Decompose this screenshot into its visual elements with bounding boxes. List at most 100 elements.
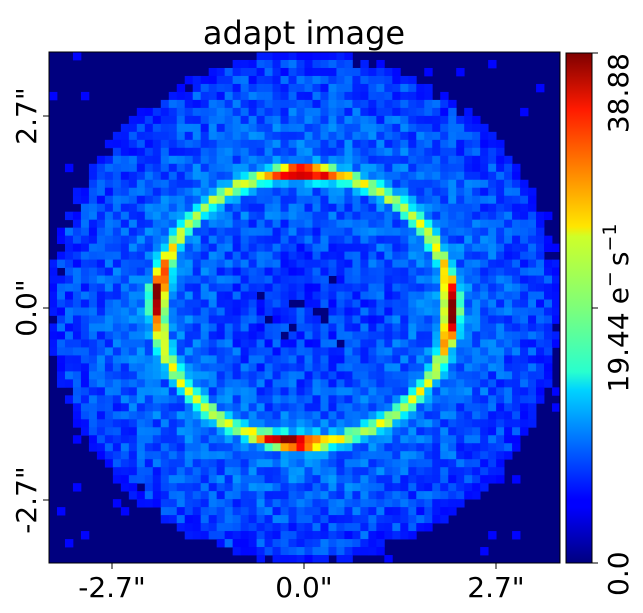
heatmap-cell — [344, 291, 353, 300]
heatmap-cell — [296, 155, 305, 165]
heatmap-cell — [304, 275, 313, 284]
heatmap-cell — [432, 347, 441, 356]
heatmap-cell — [136, 459, 146, 468]
heatmap-cell — [168, 243, 178, 253]
heatmap-cell — [408, 299, 417, 308]
heatmap-cell — [240, 507, 250, 516]
heatmap-cell — [328, 219, 337, 229]
heatmap-cell — [376, 131, 385, 141]
heatmap-cell — [320, 83, 329, 93]
heatmap-cell — [112, 163, 122, 173]
heatmap-cell — [320, 523, 329, 532]
heatmap-cell — [256, 75, 265, 85]
heatmap-cell — [216, 123, 226, 133]
heatmap-cell — [144, 331, 154, 340]
heatmap-cell — [344, 243, 353, 253]
heatmap-cell — [232, 147, 242, 157]
heatmap-cell — [296, 555, 305, 564]
heatmap-cell — [520, 299, 529, 308]
heatmap-cell — [240, 59, 250, 69]
heatmap-cell — [344, 83, 353, 93]
heatmap-cell — [392, 235, 401, 245]
heatmap-cell — [328, 515, 337, 524]
heatmap-cell — [136, 163, 146, 173]
heatmap-cell — [448, 475, 457, 484]
heatmap-cell — [216, 75, 226, 85]
heatmap-cell — [352, 275, 361, 284]
heatmap-cell — [72, 379, 82, 388]
heatmap-cell — [128, 163, 138, 173]
heatmap-cell — [368, 171, 377, 181]
heatmap-cell — [496, 227, 505, 237]
heatmap-cell — [224, 115, 234, 125]
heatmap-cell — [192, 211, 202, 221]
heatmap-cell — [216, 219, 226, 229]
heatmap-cell — [480, 243, 489, 253]
heatmap-cell — [400, 107, 409, 117]
heatmap-cell — [344, 163, 353, 173]
heatmap-cell — [528, 243, 537, 253]
heatmap-cell — [448, 435, 457, 444]
heatmap-cell — [64, 379, 74, 388]
heatmap-cell — [272, 347, 281, 356]
heatmap-cell — [240, 211, 250, 221]
heatmap-cell — [408, 363, 417, 372]
heatmap-cell — [64, 323, 74, 332]
heatmap-cell — [56, 339, 66, 348]
heatmap-cell — [352, 219, 361, 229]
heatmap-cell — [496, 315, 505, 324]
heatmap-cell — [184, 291, 194, 300]
heatmap-cell — [49, 299, 58, 308]
heatmap-cell — [240, 163, 250, 173]
heatmap-cell — [376, 227, 385, 237]
heatmap-cell — [472, 123, 481, 133]
heatmap-cell — [448, 363, 457, 372]
heatmap-cell — [80, 363, 90, 372]
heatmap-cell — [488, 147, 497, 157]
heatmap-cell — [200, 347, 210, 356]
heatmap-cell — [152, 435, 162, 444]
heatmap-cell — [120, 443, 130, 452]
heatmap-cell — [168, 179, 178, 189]
heatmap-cell — [440, 131, 449, 141]
heatmap-cell — [240, 419, 250, 428]
heatmap-cell — [352, 163, 361, 173]
heatmap-cell — [176, 83, 186, 93]
heatmap-cell — [112, 259, 122, 268]
heatmap-cell — [256, 459, 265, 468]
heatmap-cell — [96, 179, 106, 189]
heatmap-cell — [128, 155, 138, 165]
heatmap-cell — [272, 307, 281, 316]
heatmap-cell — [408, 339, 417, 348]
heatmap-cell — [528, 363, 537, 372]
heatmap-cell — [112, 155, 122, 165]
heatmap-cell — [152, 371, 162, 380]
heatmap-cell — [49, 275, 58, 284]
heatmap-cell — [264, 275, 273, 284]
heatmap-cell — [432, 411, 441, 420]
heatmap-cell — [296, 347, 305, 356]
heatmap-cell — [248, 99, 257, 109]
heatmap-cell — [392, 171, 401, 181]
heatmap-cell — [488, 251, 497, 260]
heatmap-cell — [312, 171, 321, 181]
heatmap-cell — [184, 435, 194, 444]
heatmap-cell — [464, 451, 473, 460]
heatmap-cell — [376, 363, 385, 372]
heatmap-cell — [120, 187, 130, 197]
heatmap-cell — [296, 539, 305, 548]
heatmap-cell — [152, 299, 162, 308]
heatmap-cell — [360, 403, 369, 412]
heatmap-cell — [488, 187, 497, 197]
heatmap-cell — [416, 211, 425, 221]
heatmap-cell — [448, 267, 457, 276]
heatmap-cell — [408, 115, 417, 125]
heatmap-cell — [112, 355, 122, 364]
heatmap-cell — [328, 403, 337, 412]
heatmap-cell — [256, 139, 265, 149]
heatmap-cell — [280, 451, 289, 460]
heatmap-cell — [368, 299, 377, 308]
heatmap-cell — [128, 403, 138, 412]
heatmap-cell — [280, 339, 289, 348]
heatmap-cell — [200, 507, 210, 516]
